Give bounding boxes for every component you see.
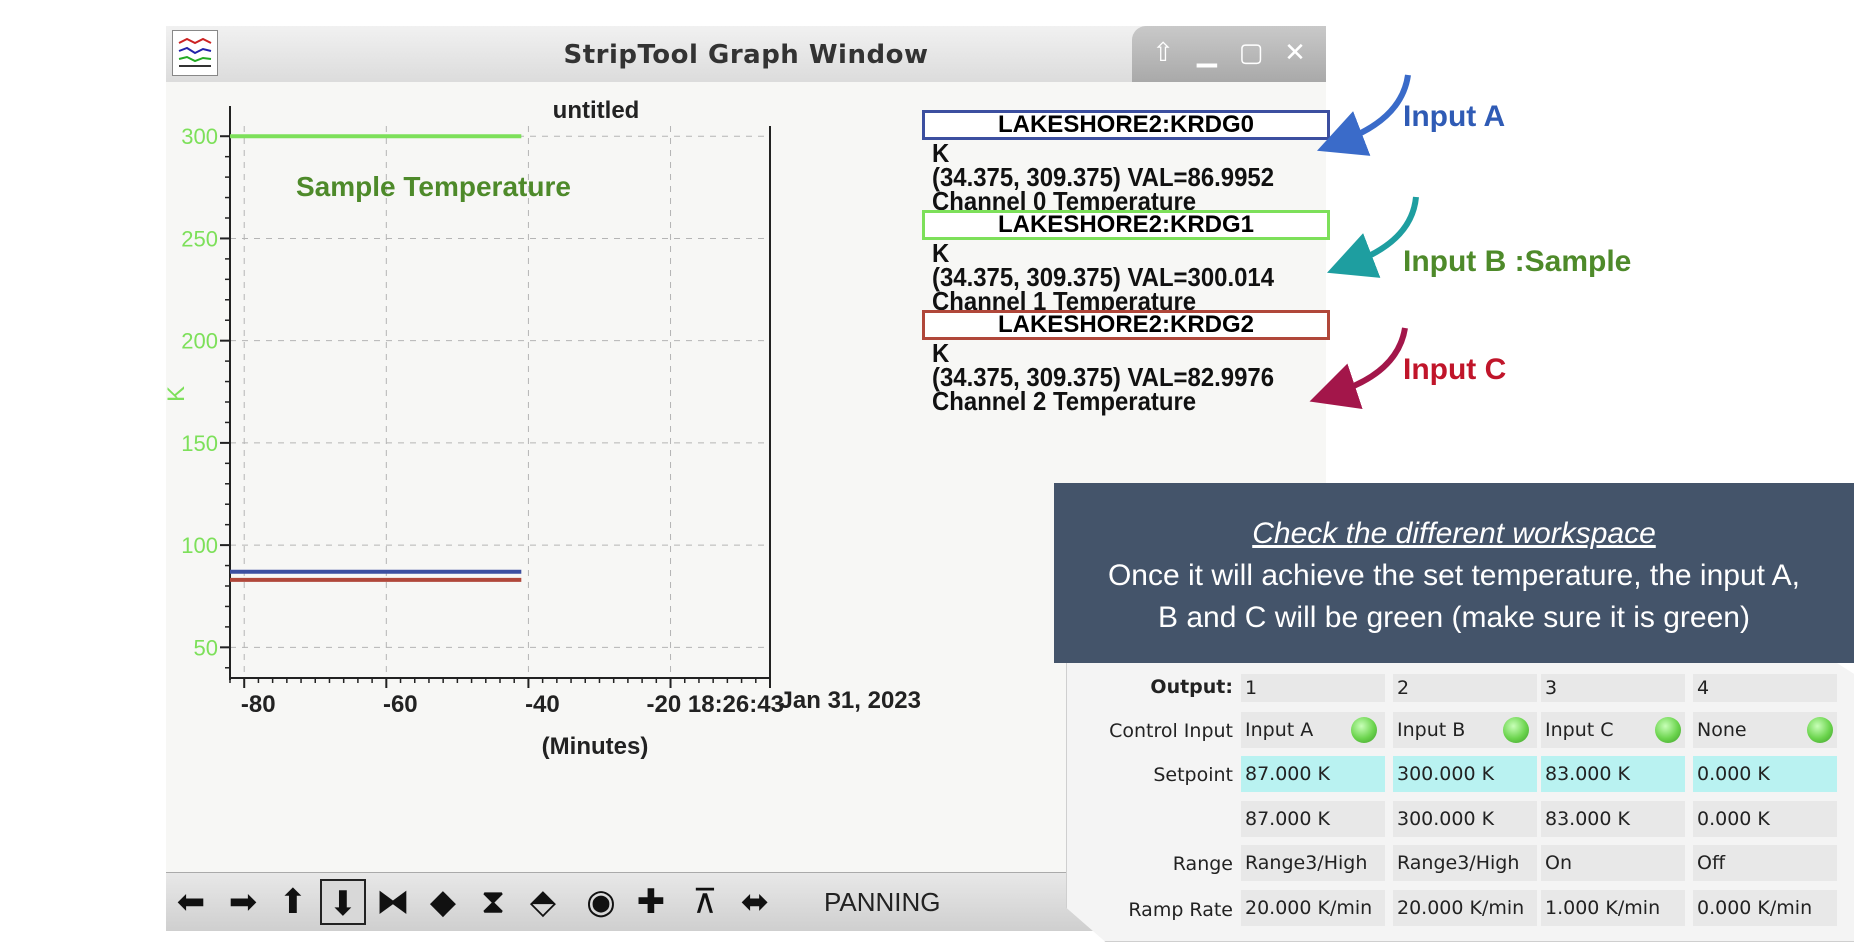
y-tick-label: 50 [194, 635, 218, 660]
strip-chart[interactable]: untitled 50 100 150 200 250 300 -80 -60 -40 -20 1… [166, 82, 1326, 872]
zoom-out-y-icon[interactable]: ⬘ [529, 882, 557, 922]
date-label: Jan 31, 2023 [780, 687, 921, 714]
zoom-out-x-icon[interactable]: ◆ [429, 882, 457, 922]
x-tick-label: -20 18:26:43 [647, 691, 784, 718]
y-axis-label: K [166, 386, 190, 402]
info-title: Check the different workspace [1252, 517, 1656, 550]
range-select-2[interactable]: Range3/High [1393, 845, 1537, 881]
ramp-rate-label: Ramp Rate [1128, 899, 1233, 921]
control-input-label: Control Input [1109, 720, 1233, 742]
output-4: 4 [1693, 674, 1837, 702]
window-title: StripTool Graph Window [563, 40, 929, 70]
setpoint-label: Setpoint [1153, 764, 1233, 786]
range-select-3[interactable]: On [1541, 845, 1685, 881]
chart-grid [230, 126, 770, 678]
y-tick-label: 150 [181, 431, 218, 456]
y-tick-label: 250 [181, 226, 218, 251]
chart-title: untitled [553, 97, 640, 124]
output-2: 2 [1393, 674, 1537, 702]
x-tick-label: -60 [383, 691, 418, 718]
setpoint-input-1[interactable]: 87.000 K [1241, 756, 1385, 792]
legend-krdg0[interactable]: LAKESHORE2:KRDG0 [922, 110, 1330, 140]
range-label: Range [1172, 853, 1233, 875]
close-icon[interactable]: ✕ [1284, 38, 1306, 68]
legend-krdg0-range: (34.375, 309.375) VAL=86.9952 [932, 162, 1274, 192]
striptool-app-icon[interactable] [172, 30, 218, 76]
title-bar[interactable]: StripTool Graph Window ⇧ ▁ ▢ ✕ [166, 26, 1326, 83]
input-c-annotation: Input C [1403, 353, 1507, 386]
minimize-icon[interactable]: ▁ [1197, 38, 1217, 68]
left-arrow-icon[interactable]: ⬅ [176, 882, 206, 922]
setpoint-input-3[interactable]: 83.000 K [1541, 756, 1685, 792]
y-tick-label: 200 [181, 329, 218, 354]
info-callout: Check the different workspace Once it wi… [1054, 483, 1854, 663]
refresh-icon[interactable]: ◉ [586, 882, 616, 922]
x-tick-label: -40 [525, 691, 560, 718]
setpoint-readback-4: 0.000 K [1693, 801, 1837, 837]
sample-temperature-annotation: Sample Temperature [296, 171, 571, 202]
legend-krdg1-name: LAKESHORE2:KRDG1 [997, 211, 1255, 238]
ramp-rate-3[interactable]: 1.000 K/min [1541, 890, 1685, 926]
window-controls: ⇧ ▁ ▢ ✕ [1132, 26, 1326, 82]
setpoint-input-4[interactable]: 0.000 K [1693, 756, 1837, 792]
up-arrow-icon[interactable]: ⬆ [278, 882, 308, 922]
setpoint-readback-2: 300.000 K [1393, 801, 1537, 837]
legend-krdg2-unit: K [932, 338, 950, 368]
auto-scale-icon[interactable]: ⊼ [692, 882, 718, 922]
info-line-1: Once it will achieve the set temperature… [1107, 559, 1801, 592]
setpoint-readback-1: 87.000 K [1241, 801, 1385, 837]
pan-icon[interactable]: ⬌ [740, 882, 770, 922]
ramp-rate-2[interactable]: 20.000 K/min [1393, 890, 1537, 926]
chart-series [230, 134, 522, 582]
legend-krdg2[interactable]: LAKESHORE2:KRDG2 [922, 310, 1330, 340]
legend-krdg0-unit: K [932, 138, 950, 168]
striptool-window: StripTool Graph Window ⇧ ▁ ▢ ✕ untitled … [166, 26, 1330, 931]
y-tick-label: 100 [181, 533, 218, 558]
input-a-annotation: Input A [1403, 100, 1506, 133]
range-select-1[interactable]: Range3/High [1241, 845, 1385, 881]
ramp-rate-4[interactable]: 0.000 K/min [1693, 890, 1837, 926]
input-b-annotation: Input B :Sample [1403, 245, 1632, 278]
x-tick-label: -80 [241, 691, 276, 718]
x-axis-label: (Minutes) [542, 733, 649, 760]
mode-label: PANNING [824, 887, 941, 917]
status-led-2 [1503, 717, 1529, 743]
info-line-2: B and C will be green (make sure it is g… [1158, 601, 1750, 634]
zoom-in-x-icon[interactable]: ⧓ [376, 882, 410, 922]
ramp-rate-1[interactable]: 20.000 K/min [1241, 890, 1385, 926]
zoom-in-y-icon[interactable]: ⧗ [481, 882, 505, 922]
status-led-3 [1655, 717, 1681, 743]
legend-krdg0-name: LAKESHORE2:KRDG0 [997, 111, 1255, 138]
status-led-1 [1351, 717, 1377, 743]
right-arrow-icon[interactable]: ➡ [228, 882, 258, 922]
arrow-input-a [1317, 74, 1411, 156]
setpoint-readback-3: 83.000 K [1541, 801, 1685, 837]
legend-krdg1-unit: K [932, 238, 950, 268]
add-icon[interactable]: ✚ [636, 882, 666, 922]
legend-krdg1-range: (34.375, 309.375) VAL=300.014 [932, 262, 1274, 292]
arrow-input-c [1309, 327, 1408, 410]
output-3: 3 [1541, 674, 1685, 702]
chart-axes: 50 100 150 200 250 300 -80 -60 -40 -20 18:26:43 [181, 106, 784, 718]
output-1: 1 [1241, 674, 1385, 702]
arrow-input-b [1327, 196, 1419, 278]
legend-krdg2-desc: Channel 2 Temperature [932, 386, 1197, 416]
y-tick-label: 300 [181, 124, 218, 149]
setpoint-input-2[interactable]: 300.000 K [1393, 756, 1537, 792]
up-arrow-icon[interactable]: ⇧ [1152, 38, 1174, 68]
maximize-icon[interactable]: ▢ [1238, 38, 1264, 68]
output-panel: Output: 1 2 3 4 Control Input Input A In… [1066, 655, 1854, 942]
status-led-4 [1807, 717, 1833, 743]
output-label: Output: [1150, 676, 1233, 698]
legend-krdg2-range: (34.375, 309.375) VAL=82.9976 [932, 362, 1274, 392]
legend-krdg1[interactable]: LAKESHORE2:KRDG1 [922, 210, 1330, 240]
legend-krdg2-name: LAKESHORE2:KRDG2 [997, 311, 1255, 338]
range-select-4[interactable]: Off [1693, 845, 1837, 881]
down-arrow-icon[interactable]: ⬇ [320, 879, 366, 925]
